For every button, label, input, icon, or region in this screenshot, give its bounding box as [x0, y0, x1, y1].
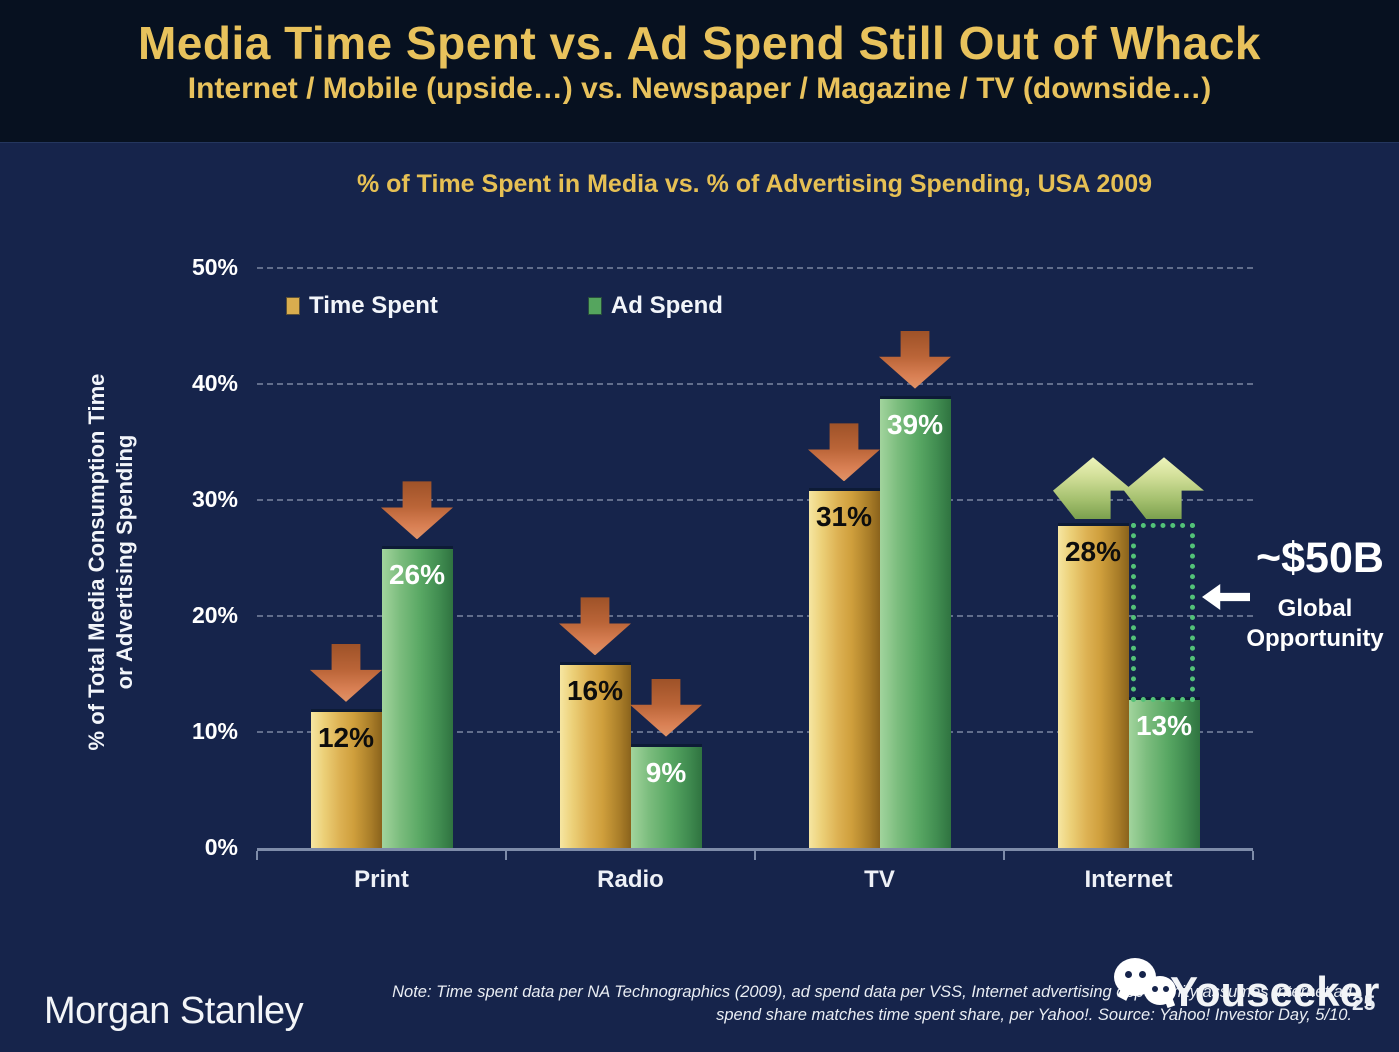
value-label: 13% [1135, 710, 1193, 742]
footnote: Note: Time spent data per NA Technograph… [312, 981, 1352, 1027]
legend-swatch-ad-spend-icon [587, 297, 602, 315]
gridline [257, 267, 1253, 269]
y-axis-title-line-2: or Advertising Spending [112, 434, 137, 690]
y-axis-title-line-1: % of Total Media Consumption Time [84, 373, 109, 751]
trend-arrow-up-icon [1124, 457, 1204, 520]
y-axis-title: % of Total Media Consumption Time or Adv… [83, 312, 141, 812]
x-axis-tick [505, 851, 507, 860]
value-label: 31% [815, 501, 873, 533]
y-tick-label: 50% [191, 254, 238, 280]
header: Media Time Spent vs. Ad Spend Still Out … [0, 0, 1399, 143]
value-label: 28% [1064, 536, 1122, 568]
category-label-internet: Internet [1084, 866, 1173, 893]
bar-radio-time-spent: 16% [559, 662, 631, 848]
chart-title: % of Time Spent in Media vs. % of Advert… [356, 170, 1153, 198]
opportunity-label-line-2: Opportunity [1246, 625, 1384, 652]
bar-print-ad-spend: 26% [381, 546, 453, 848]
x-axis-tick [1252, 851, 1254, 860]
trend-arrow-down-icon [879, 330, 951, 389]
legend-item-time-spent: Time Spent [286, 292, 438, 320]
y-tick-label: 10% [191, 718, 238, 744]
watermark: Youseeker [1112, 956, 1392, 1028]
value-label: 16% [566, 675, 624, 707]
bar-radio-ad-spend: 9% [630, 743, 702, 848]
x-axis-tick [1003, 851, 1005, 860]
bar-print-time-spent: 12% [310, 708, 382, 848]
bar-internet-time-spent: 28% [1057, 523, 1129, 848]
y-tick-label: 20% [191, 602, 238, 628]
gridline [257, 731, 1253, 733]
category-label-radio: Radio [597, 866, 664, 893]
brand-logo: Morgan Stanley [44, 990, 304, 1032]
x-axis-tick [754, 851, 756, 860]
legend-item-ad-spend: Ad Spend [587, 292, 723, 320]
y-tick-label: 40% [191, 370, 238, 396]
slide-subtitle: Internet / Mobile (upside…) vs. Newspape… [187, 72, 1212, 105]
watermark-label: Youseeker [1170, 968, 1380, 1015]
y-tick-label: 0% [204, 834, 238, 860]
trend-arrow-down-icon [630, 678, 702, 737]
plot-area: 0% 10% 20% 30% 40% 50% 12% 26% Print 16% 9% Radio 31… [192, 254, 1254, 893]
value-label: 9% [645, 756, 687, 788]
trend-arrow-down-icon [381, 481, 453, 540]
opportunity-value: ~$50B [1256, 534, 1384, 582]
x-axis-tick [256, 851, 258, 860]
trend-arrow-up-icon [1053, 457, 1133, 520]
legend-label-time-spent: Time Spent [309, 292, 438, 319]
value-label: 39% [886, 408, 944, 440]
value-label: 26% [388, 559, 446, 591]
gridline [257, 383, 1253, 385]
gridline [257, 499, 1253, 501]
legend: Time Spent Ad Spend [286, 292, 723, 320]
wechat-icon [1112, 956, 1176, 1020]
trend-arrow-down-icon [808, 423, 880, 482]
category-label-tv: TV [864, 866, 895, 893]
slide-title: Media Time Spent vs. Ad Spend Still Out … [137, 17, 1262, 69]
dotted-opportunity-box [1130, 523, 1195, 703]
trend-arrow-down-icon [559, 597, 631, 656]
trend-arrow-down-icon [310, 643, 382, 702]
footnote-line-1: Note: Time spent data per NA Technograph… [392, 983, 1352, 1001]
category-label-print: Print [354, 866, 409, 893]
x-axis-line [257, 848, 1253, 851]
opportunity-label-line-1: Global [1277, 595, 1353, 622]
legend-swatch-time-spent-icon [286, 297, 300, 315]
page-number: 25 [1352, 992, 1376, 1015]
value-label: 12% [317, 721, 375, 753]
footnote-line-2: spend share matches time spent share, pe… [716, 1006, 1352, 1024]
opportunity-label: Global Opportunity [1233, 594, 1397, 654]
bar-tv-time-spent: 31% [808, 488, 880, 848]
legend-label-ad-spend: Ad Spend [610, 292, 723, 319]
gridline [257, 615, 1253, 617]
bar-internet-ad-spend: 13% [1128, 697, 1200, 848]
y-tick-label: 30% [191, 486, 238, 512]
bar-tv-ad-spend: 39% [879, 395, 951, 848]
